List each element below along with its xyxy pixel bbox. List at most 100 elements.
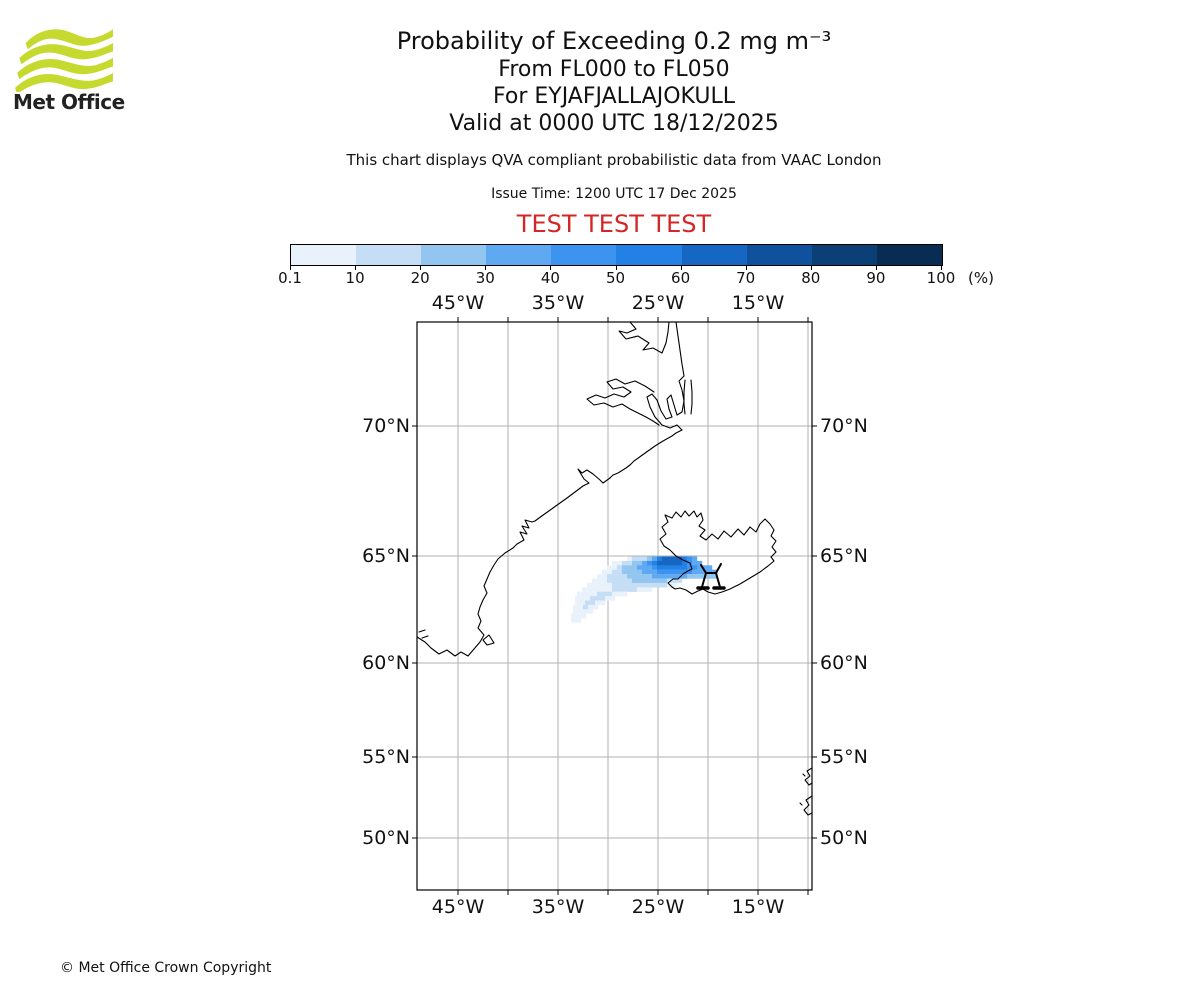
plume-cell <box>647 556 653 562</box>
plume-cell <box>573 609 579 614</box>
plume-cell <box>597 578 603 584</box>
plume-cell <box>582 591 588 597</box>
plume-cell <box>622 574 628 579</box>
plume-cell <box>687 574 693 579</box>
lon-label-bottom: 45°W <box>431 896 485 918</box>
coastline-iceland <box>659 510 777 595</box>
plume-cell <box>692 569 698 575</box>
plume-cell <box>667 560 673 566</box>
plume-cell <box>647 578 653 584</box>
plume-cell <box>632 556 638 562</box>
plume-cell <box>627 556 633 562</box>
plume-cell <box>627 574 633 579</box>
plume-cell <box>578 609 584 614</box>
plume-cell <box>622 582 628 588</box>
plume-cell <box>595 596 601 601</box>
plume-cell <box>642 569 648 575</box>
plume-cell <box>617 560 623 566</box>
plume-cell <box>687 556 693 562</box>
plume-cell <box>582 587 588 592</box>
coastline-greenland-fjord-tongue <box>646 321 685 431</box>
lon-label-top: 25°W <box>631 292 685 314</box>
plume-cell <box>662 556 668 562</box>
colorbar-tick-label: 30 <box>475 269 495 287</box>
plume-cell <box>672 582 678 588</box>
plume-cell <box>647 565 653 570</box>
plume-cell <box>622 578 628 584</box>
plume-cell <box>588 609 594 614</box>
lat-label-right: 60°N <box>820 652 868 674</box>
plume-cell <box>647 582 653 588</box>
lon-label-top: 15°W <box>731 292 785 314</box>
lon-label-bottom: 15°W <box>731 896 785 918</box>
plume-cell <box>602 587 608 592</box>
volcano-symbol-part <box>700 563 722 574</box>
plume-cell <box>583 609 589 614</box>
subtitle-valid-time: Valid at 0000 UTC 18/12/2025 <box>449 111 779 136</box>
coastline-greenland-tip-island <box>482 634 495 646</box>
plume-cell <box>610 596 616 601</box>
plume-cell <box>702 565 708 570</box>
colorbar-segment <box>746 245 812 265</box>
plume-cell <box>642 556 648 562</box>
plume-cell <box>627 560 633 566</box>
logo-wave <box>17 57 113 80</box>
colorbar-segment <box>551 245 617 265</box>
map-axis-ticks <box>412 317 817 895</box>
plume-cell <box>647 574 653 579</box>
plume-cell <box>672 574 678 579</box>
plume-cell <box>612 582 618 588</box>
plume-cell <box>637 574 643 579</box>
colorbar-tick-label: 60 <box>671 269 691 287</box>
plume-cell <box>647 587 653 592</box>
plume-cell <box>617 574 623 579</box>
colorbar-segment <box>356 245 422 265</box>
plume-cell <box>597 587 603 592</box>
lon-label-top: 35°W <box>531 292 585 314</box>
plume-cell <box>590 600 596 606</box>
plume-cell <box>612 574 618 579</box>
plume-cell <box>672 556 678 562</box>
plume-cell <box>607 578 613 584</box>
plume-cell <box>577 591 583 597</box>
plume-cell <box>632 582 638 588</box>
plume-cell <box>642 578 648 584</box>
plume-cell <box>647 569 653 575</box>
plume-cell <box>637 569 643 575</box>
plume-cell <box>637 587 643 592</box>
plume-cell <box>617 582 623 588</box>
plume-cell <box>600 600 606 606</box>
plume-cell <box>662 582 668 588</box>
coastline-scotland-fragment-south <box>803 795 813 816</box>
plume-cell <box>592 578 598 584</box>
plume-cell <box>612 569 618 575</box>
coastline-greenland-tip-skerries <box>418 629 429 639</box>
lat-label-right: 65°N <box>820 545 868 567</box>
plume-cell <box>612 565 618 570</box>
volcano-symbol <box>696 563 726 590</box>
plume-cell <box>692 560 698 566</box>
plume-cell <box>627 587 633 592</box>
plume-cell <box>607 587 613 592</box>
coastline-greenland-main-coast <box>416 429 683 657</box>
plume-cell <box>580 600 586 606</box>
map-svg <box>412 317 817 895</box>
colorbar-tick <box>745 265 747 270</box>
colorbar-segment <box>811 245 877 265</box>
plume-cell <box>637 556 643 562</box>
plume-cell <box>657 569 663 575</box>
plume-cell <box>617 565 623 570</box>
plume-cell <box>607 569 613 575</box>
plume-cell <box>697 569 703 575</box>
plume-cell <box>573 604 579 610</box>
plume-cell <box>602 578 608 584</box>
plume-cell <box>578 604 584 610</box>
plume-cell <box>692 574 698 579</box>
plume-cell <box>602 582 608 588</box>
plume-cell <box>637 582 643 588</box>
lat-label-left: 50°N <box>362 827 410 849</box>
plume-cell <box>607 565 613 570</box>
plume-cell <box>576 613 582 619</box>
plume-cell <box>652 578 658 584</box>
plume-cell <box>585 596 591 601</box>
